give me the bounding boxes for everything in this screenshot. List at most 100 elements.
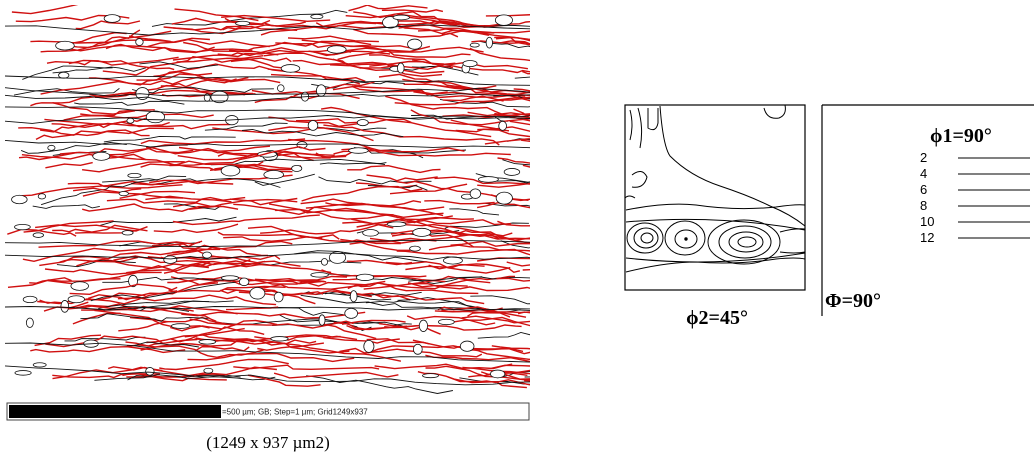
boundary-line <box>5 87 530 97</box>
grain-boundary <box>34 334 102 347</box>
boundary-line <box>5 115 530 124</box>
grain-boundary <box>52 224 148 233</box>
grain <box>270 336 289 342</box>
grain-boundary <box>441 30 530 36</box>
grain-boundary <box>483 25 530 27</box>
grain <box>316 84 327 97</box>
grain <box>459 340 475 352</box>
grain-boundary <box>378 322 522 331</box>
grain-boundary <box>171 240 293 254</box>
grain-boundary <box>171 17 264 26</box>
grain-boundary <box>384 325 441 335</box>
ebsd-map <box>5 5 530 394</box>
grain-boundary <box>99 216 237 226</box>
grain-boundary <box>63 113 214 121</box>
grain-boundary <box>217 47 352 57</box>
grain-boundary <box>40 37 210 53</box>
grain-boundary <box>126 259 251 274</box>
grain-boundary <box>480 369 530 376</box>
grain-boundary <box>434 310 511 318</box>
grain-boundary <box>183 41 279 56</box>
boundary-line <box>5 106 530 119</box>
grain <box>418 319 428 332</box>
grain <box>348 147 369 154</box>
grain-boundary <box>102 276 224 283</box>
grain-boundary <box>268 116 412 128</box>
grain-boundary <box>140 138 306 145</box>
grain-boundary <box>163 261 211 274</box>
grain-boundary <box>168 285 286 293</box>
grain <box>32 362 47 368</box>
grain-boundary <box>502 159 530 166</box>
boundary-line <box>5 24 530 36</box>
grain-boundary <box>477 332 530 339</box>
grain-boundary <box>425 354 530 363</box>
grain-boundary <box>98 300 210 309</box>
grain <box>92 151 111 161</box>
grain-boundary <box>181 311 366 319</box>
grain-boundary <box>153 223 239 234</box>
grain-boundary <box>260 21 377 36</box>
grain-boundary <box>477 182 530 188</box>
grain-boundary <box>495 36 530 46</box>
grain-boundary <box>90 281 236 302</box>
boundary-line <box>5 306 530 311</box>
grain <box>118 191 129 197</box>
grain <box>320 258 329 266</box>
grain-boundary <box>20 142 127 154</box>
grain-boundary <box>347 164 441 174</box>
grain-boundary <box>434 176 530 185</box>
Phi-label: Φ=90° <box>825 290 881 312</box>
level-label: 10 <box>920 214 934 229</box>
grain-boundary <box>69 283 178 296</box>
grain-boundary <box>522 164 530 168</box>
grain-boundary <box>64 336 146 342</box>
grain <box>469 42 480 48</box>
grain-boundary <box>389 183 468 195</box>
grain-boundary <box>228 40 372 53</box>
grain-boundary <box>94 374 276 381</box>
grain-boundary <box>369 233 530 244</box>
grain <box>220 275 240 281</box>
grain-boundary <box>425 365 530 381</box>
grain-boundary <box>106 196 246 204</box>
grain-boundary <box>339 347 483 358</box>
grain-boundary <box>170 326 265 343</box>
grain-boundary <box>497 220 530 227</box>
grain-boundary <box>289 275 348 282</box>
grain <box>145 110 165 124</box>
boundary-line <box>5 75 530 86</box>
boundary-line <box>5 93 530 102</box>
grain-boundary <box>311 81 405 89</box>
grain <box>412 343 423 355</box>
grain <box>363 339 375 353</box>
grain-boundary <box>497 371 530 379</box>
grain <box>310 272 329 278</box>
grain-boundary <box>40 72 213 95</box>
grain-boundary <box>277 152 347 159</box>
grain-boundary <box>268 126 374 142</box>
grain <box>14 370 32 376</box>
grain-boundary <box>319 322 377 340</box>
grain-boundary <box>484 137 530 145</box>
grain <box>462 60 478 68</box>
grain <box>126 117 135 124</box>
grain <box>70 281 89 291</box>
grain-boundary <box>424 199 495 205</box>
grain <box>478 176 499 183</box>
grain-boundary <box>74 100 185 106</box>
grain-boundary <box>29 277 72 284</box>
boundary-line <box>5 365 530 386</box>
level-label: 4 <box>920 166 927 181</box>
grain-boundary <box>513 88 530 92</box>
grain <box>280 64 301 73</box>
grain-boundary <box>241 128 404 138</box>
grain-boundary <box>400 223 513 237</box>
grain-boundary <box>301 185 423 202</box>
boundary-line <box>5 342 530 363</box>
grain-boundary <box>320 106 492 138</box>
grain-boundary <box>366 174 438 182</box>
section-label: ϕ2=45° <box>686 307 748 329</box>
grain-boundary <box>39 251 180 267</box>
grain-boundary <box>349 237 437 245</box>
